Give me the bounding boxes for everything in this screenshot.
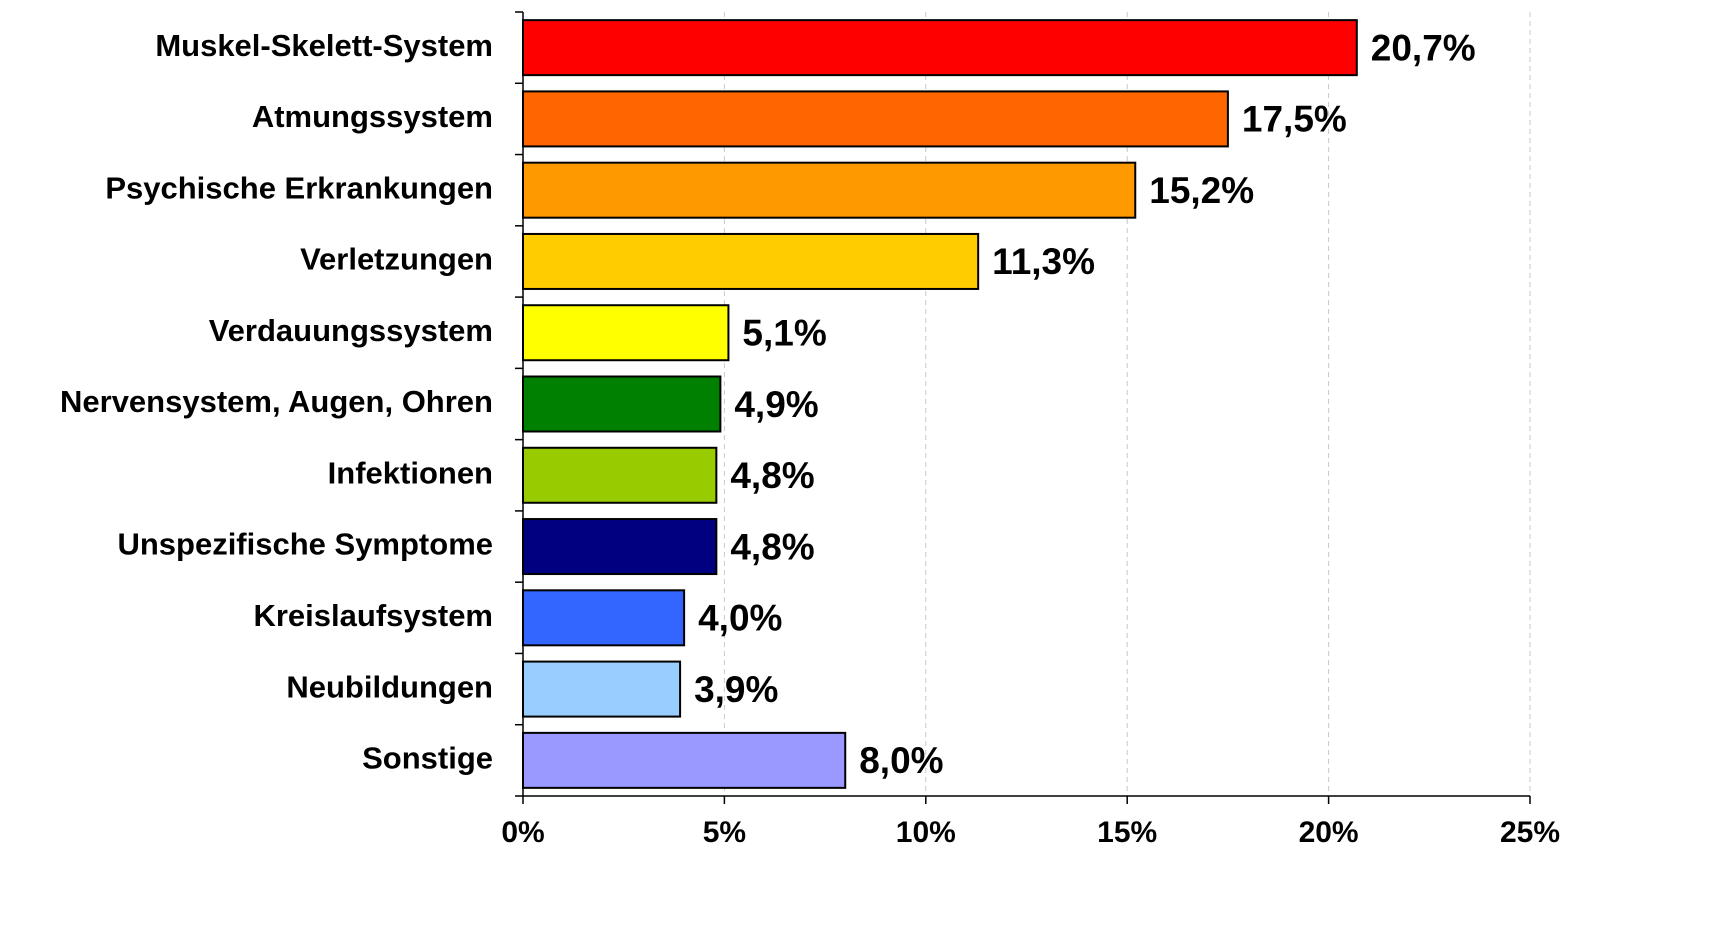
value-label: 4,8% xyxy=(730,526,814,567)
bar xyxy=(522,375,722,433)
bar xyxy=(522,660,682,718)
x-tick-label: 20% xyxy=(1299,816,1359,849)
value-label: 17,5% xyxy=(1242,99,1347,140)
y-tick-label: Verdauungssystem xyxy=(209,313,493,348)
y-tick-label: Neubildungen xyxy=(286,669,493,704)
value-label: 15,2% xyxy=(1149,170,1254,211)
bar xyxy=(522,19,1358,77)
y-tick-label: Infektionen xyxy=(328,455,493,490)
value-label: 20,7% xyxy=(1371,27,1476,68)
y-tick-label: Kreislaufsystem xyxy=(253,598,493,633)
bar xyxy=(522,518,718,576)
value-label: 8,0% xyxy=(859,740,943,781)
y-tick-label: Unspezifische Symptome xyxy=(117,527,493,562)
bar xyxy=(522,304,730,362)
y-tick-label: Muskel-Skelett-System xyxy=(155,28,493,63)
bar xyxy=(522,232,980,290)
x-tick-label: 10% xyxy=(896,816,956,849)
bar xyxy=(522,90,1229,148)
y-tick-label: Atmungssystem xyxy=(252,99,493,134)
value-label: 11,3% xyxy=(992,241,1095,282)
x-tick-label: 5% xyxy=(703,816,746,849)
y-tick-label: Nervensystem, Augen, Ohren xyxy=(60,384,493,419)
y-tick-label: Verletzungen xyxy=(300,242,493,277)
bar xyxy=(522,589,686,647)
y-tick-label: Sonstige xyxy=(362,741,493,776)
bar xyxy=(522,161,1137,219)
x-tick-label: 25% xyxy=(1500,816,1560,849)
value-label: 5,1% xyxy=(742,313,826,354)
x-tick-label: 15% xyxy=(1097,816,1157,849)
bar xyxy=(522,731,847,789)
bar xyxy=(522,446,718,504)
x-tick-label: 0% xyxy=(501,816,544,849)
y-tick-label: Psychische Erkrankungen xyxy=(105,170,493,205)
value-label: 4,8% xyxy=(730,455,814,496)
value-label: 4,9% xyxy=(734,384,818,425)
value-label: 3,9% xyxy=(694,669,778,710)
value-label: 4,0% xyxy=(698,598,782,639)
